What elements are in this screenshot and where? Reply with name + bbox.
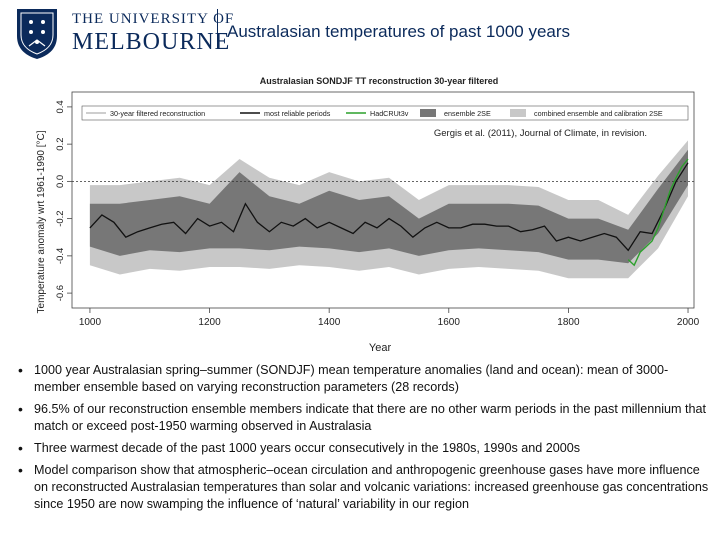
x-tick-label: 1000 (79, 317, 102, 328)
ensemble-2se-band (89, 149, 688, 264)
y-axis-label: Temperature anomaly wrt 1961-1990 [°C] (36, 130, 47, 313)
chart-citation: Gergis et al. (2011), Journal of Climate… (434, 128, 647, 139)
bullet-text: 1000 year Australasian spring–summer (SO… (34, 363, 669, 394)
plot-frame (71, 91, 695, 309)
y-tick-label: -0.6 (55, 285, 66, 301)
slide-header: THE UNIVERSITY OF MELBOURNE Australasian… (0, 0, 720, 68)
bullet-item: • 1000 year Australasian spring–summer (S… (14, 362, 714, 396)
bullet-marker: • (18, 401, 23, 417)
legend-label: combined ensemble and calibration 2SE (534, 109, 663, 118)
bullet-marker: • (18, 362, 23, 378)
legend-label: HadCRUt3v (370, 109, 409, 118)
y-tick-label: -0.2 (55, 210, 66, 226)
y-tick-label: -0.4 (55, 248, 66, 264)
bullet-item: • Model comparison show that atmospheric–… (14, 462, 714, 513)
chart-title: Australasian SONDJF TT reconstruction 30… (260, 76, 499, 86)
university-crest-icon (17, 9, 57, 59)
legend-swatch-combined-2se (510, 109, 526, 117)
bullet-item: • Three warmest decade of the past 1000 y… (14, 440, 714, 457)
legend-label: 30-year filtered reconstruction (110, 109, 205, 118)
header-divider (217, 9, 218, 49)
x-axis-label: Year (369, 342, 392, 354)
legend-swatch-ensemble-2se (420, 109, 436, 117)
x-tick-label: 1600 (438, 317, 461, 328)
bullet-text: Three warmest decade of the past 1000 ye… (34, 441, 581, 455)
legend-label: most reliable periods (264, 109, 331, 118)
hadcrut-series-line (627, 158, 689, 267)
slide-title: Australasian temperatures of past 1000 y… (227, 22, 571, 41)
bullet-list: • 1000 year Australasian spring–summer (S… (14, 362, 714, 518)
legend-box (81, 105, 689, 121)
university-name-line2: MELBOURNE (72, 29, 231, 55)
university-name-line1: THE UNIVERSITY OF (72, 11, 235, 27)
bullet-text: Model comparison show that atmospheric–o… (34, 463, 709, 511)
bullet-marker: • (18, 462, 23, 478)
reconstruction-series-line (89, 162, 689, 252)
legend-label: ensemble 2SE (444, 109, 491, 118)
y-tick-label: 0.2 (55, 137, 66, 150)
x-tick-label: 1200 (198, 317, 221, 328)
bullet-item: • 96.5% of our reconstruction ensemble me… (14, 401, 714, 435)
y-tick-label: 0.0 (55, 175, 66, 188)
bullet-marker: • (18, 440, 23, 456)
y-tick-label: 0.4 (55, 100, 66, 113)
x-tick-label: 1800 (557, 317, 580, 328)
temperature-reconstruction-chart: Australasian SONDJF TT reconstruction 30… (34, 70, 704, 356)
x-tick-label: 1400 (318, 317, 341, 328)
x-tick-label: 2000 (677, 317, 700, 328)
bullet-text: 96.5% of our reconstruction ensemble mem… (34, 402, 707, 433)
